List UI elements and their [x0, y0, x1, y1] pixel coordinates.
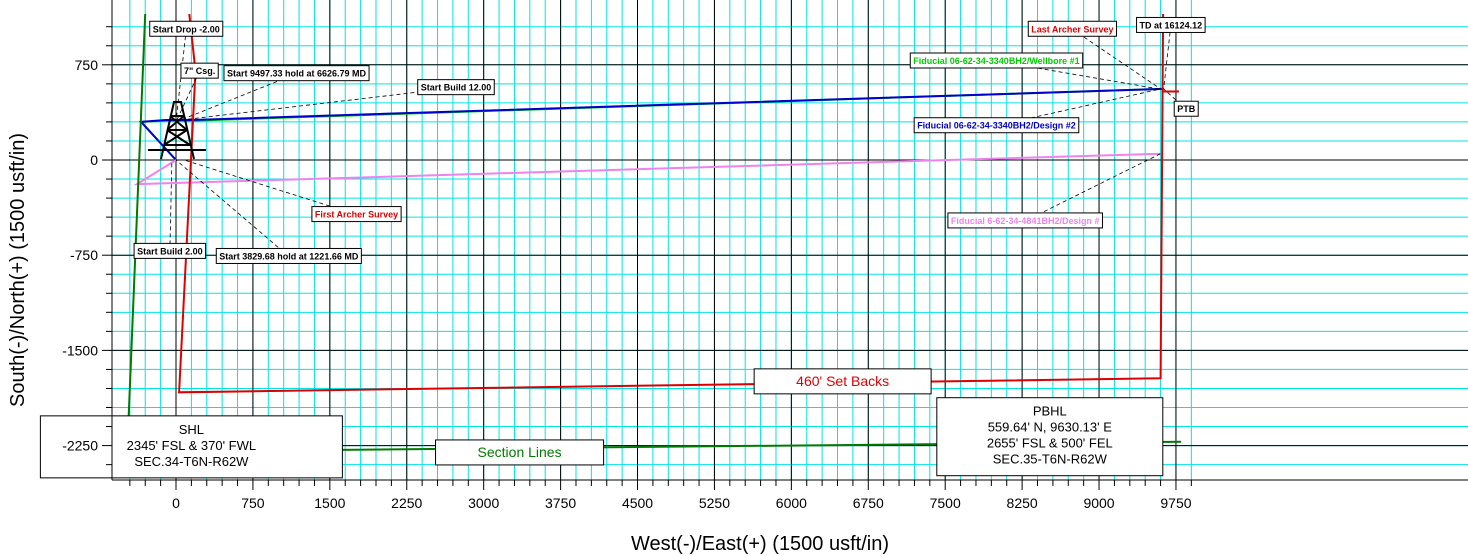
line-label-text: 460' Set Backs	[796, 373, 889, 389]
series-line-4	[126, 13, 147, 450]
annotation-text: Start 3829.68 hold at 1221.66 MD	[219, 251, 359, 261]
info-box-line: 2345' FSL & 370' FWL	[127, 438, 257, 453]
info-box-line: SHL	[179, 422, 204, 437]
annotation-label: Start 9497.33 hold at 6626.79 MD	[223, 65, 370, 82]
annotation-leader	[175, 73, 297, 123]
info-box-line: PBHL	[1033, 404, 1067, 419]
x-tick-label: 1500	[314, 495, 345, 511]
annotation-box	[133, 242, 207, 259]
annotation-box	[909, 52, 1084, 69]
series-layer	[126, 13, 1182, 453]
line-label-section: Section Lines	[435, 439, 605, 466]
x-axis-title: West(-)/East(+) (1500 usft/in)	[631, 533, 889, 555]
annotation-box	[149, 20, 224, 37]
annotation-box	[947, 212, 1103, 229]
line-label-box	[435, 439, 605, 466]
annotation-leader	[1072, 28, 1161, 90]
info-box-frame	[936, 397, 1164, 477]
annotation-label: TD at 16124.12	[1136, 16, 1206, 33]
x-tick-label: 5250	[699, 495, 730, 511]
annotation-text: Fiducial 06-62-34-3340BH2/Design #2	[917, 121, 1076, 131]
annotation-text: Start Build 12.00	[421, 83, 492, 93]
annotation-box	[311, 206, 402, 223]
x-tick-label: 2250	[391, 495, 422, 511]
annotation-label: Fiducial 06-62-34-3340BH2/Design #2	[913, 117, 1080, 134]
annotation-label: Start Drop -2.00	[149, 20, 224, 37]
annotation-leader	[1163, 88, 1187, 110]
info-box-line: 559.64' N, 9630.13' E	[988, 420, 1113, 435]
annotation-box	[1173, 100, 1199, 117]
line-label-setbacks: 460' Set Backs	[753, 368, 932, 395]
x-tick-label: 0	[172, 495, 180, 511]
series-line-1	[138, 87, 1164, 161]
annotation-box	[417, 79, 495, 96]
x-tick-label: 9750	[1160, 495, 1191, 511]
annotation-text: PTB	[1177, 104, 1196, 114]
x-tick-label: 8250	[1007, 495, 1038, 511]
line-label-text: Section Lines	[478, 444, 562, 460]
annotation-text: 7" Csg.	[184, 66, 215, 76]
x-tick-label: 3750	[545, 495, 576, 511]
annotation-label: PTB	[1173, 100, 1199, 117]
annotation-label: Fiducial 06-62-34-3340BH2/Wellbore #1	[909, 52, 1084, 69]
y-axis-title: South(-)/North(+) (1500 usft/in)	[7, 133, 29, 407]
info-box-line: SEC.35-T6N-R62W	[993, 452, 1108, 467]
annotation-box	[180, 62, 219, 79]
annotation-label: Fiducial 6-62-34-4841BH2/Design #	[947, 212, 1103, 229]
y-tick-label: 0	[90, 152, 98, 168]
annotation-box	[223, 65, 370, 82]
annotation-label: 7" Csg.	[180, 62, 219, 79]
x-tick-label: 6000	[776, 495, 807, 511]
annotation-text: Fiducial 6-62-34-4841BH2/Design #	[951, 216, 1100, 226]
annotation-text: Start 9497.33 hold at 6626.79 MD	[227, 69, 367, 79]
annotation-leader	[184, 159, 357, 215]
annotations-layer: Start Drop -2.00 7" Csg. Start 9497.33 hol…	[133, 16, 1206, 264]
info-box-line: 2655' FSL & 500' FEL	[987, 436, 1113, 451]
annotation-leader	[1163, 25, 1172, 89]
info-box-line: SEC.34-T6N-R62W	[134, 454, 249, 469]
annotation-leader	[175, 29, 187, 122]
annotation-text: Start Build 2.00	[137, 246, 203, 256]
annotation-text: First Archer Survey	[315, 210, 398, 220]
y-tick-label: -750	[70, 247, 98, 263]
annotation-leader	[175, 70, 200, 123]
info-box-frame	[39, 415, 343, 479]
annotation-text: Fiducial 06-62-34-3340BH2/Wellbore #1	[913, 56, 1079, 66]
annotation-leader	[186, 87, 457, 120]
axes-layer: 0 750 1500 2250 3000 3750 4500 5250 6000 6750 7500…	[62, 0, 1468, 511]
annotation-label: First Archer Survey	[311, 206, 402, 223]
annotation-box	[913, 117, 1080, 134]
annotation-label: Start Build 2.00	[133, 242, 207, 259]
annotation-text: TD at 16124.12	[1140, 20, 1203, 30]
annotation-text: Start Drop -2.00	[153, 24, 220, 34]
y-tick-label: 750	[75, 57, 99, 73]
x-tick-label: 9000	[1083, 495, 1114, 511]
x-tick-label: 3000	[468, 495, 499, 511]
annotation-box	[1136, 16, 1206, 33]
x-tick-label: 6750	[853, 495, 884, 511]
line-label-box	[753, 368, 932, 395]
series-line-3	[178, 13, 1165, 394]
x-tick-label: 750	[241, 495, 265, 511]
annotation-label: Start 3829.68 hold at 1221.66 MD	[215, 247, 362, 264]
annotation-text: Last Archer Survey	[1031, 24, 1113, 34]
annotation-label: Start Build 12.00	[417, 79, 495, 96]
major-grid	[112, 0, 1468, 480]
series-line-2	[133, 152, 1161, 186]
y-tick-label: -2250	[62, 438, 98, 454]
annotation-box	[1027, 20, 1117, 37]
y-tick-label: -1500	[62, 342, 98, 358]
x-tick-label: 4500	[622, 495, 653, 511]
annotation-leader	[169, 159, 173, 252]
x-tick-label: 7500	[930, 495, 961, 511]
annotation-leader	[175, 159, 290, 257]
annotation-label: Last Archer Survey	[1027, 20, 1117, 37]
annotation-box	[215, 247, 362, 264]
